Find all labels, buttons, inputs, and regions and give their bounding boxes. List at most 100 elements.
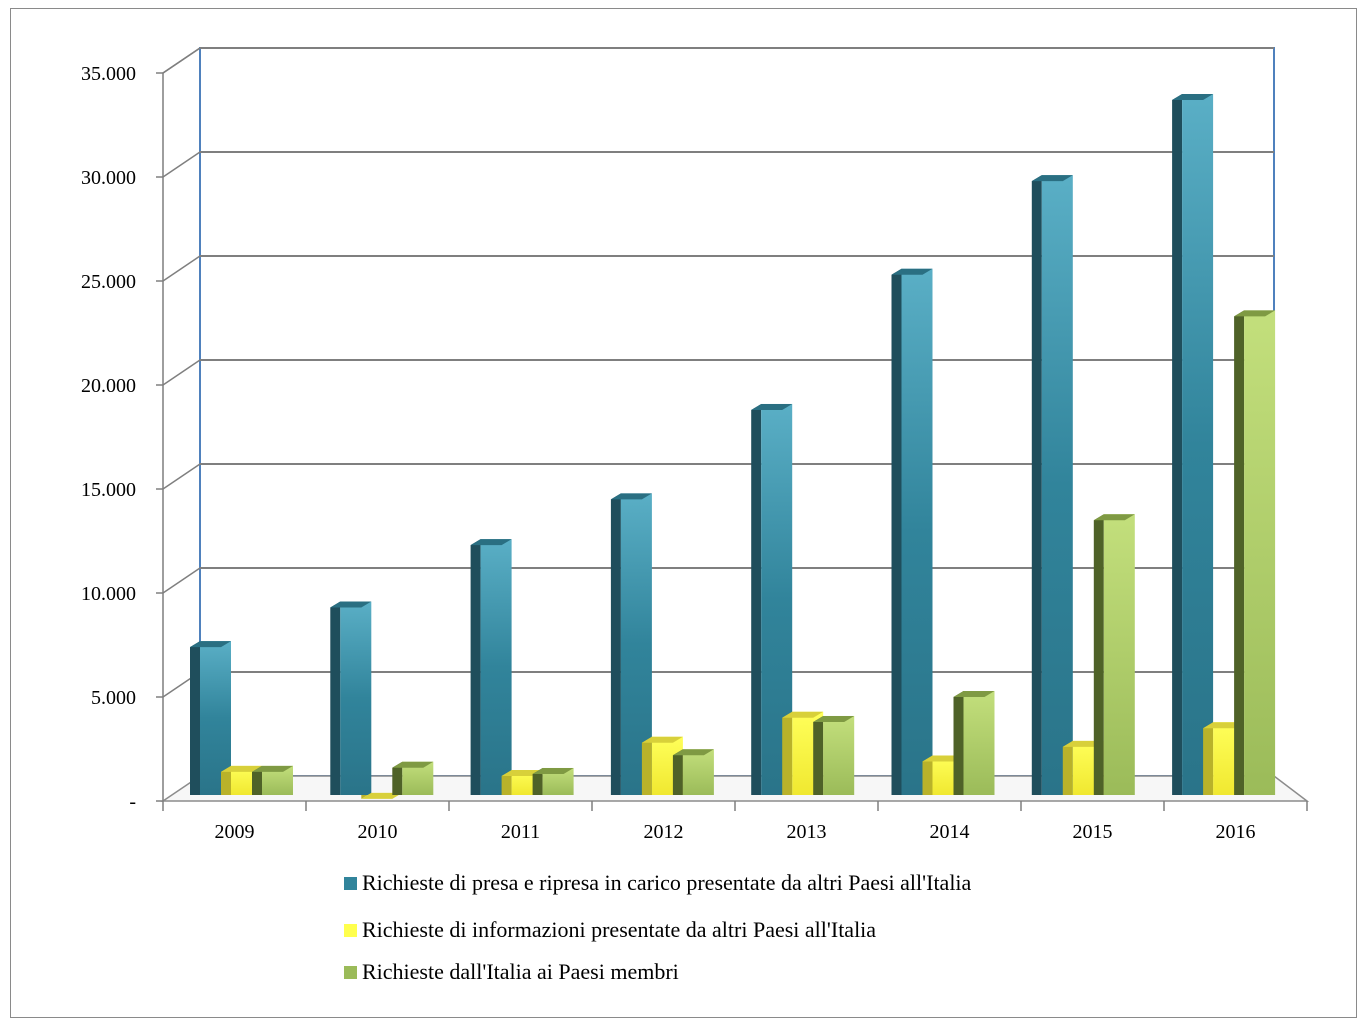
bar-side [470, 539, 481, 795]
y-tick-label: 10.000 [81, 583, 136, 605]
bar [330, 601, 372, 795]
bar-side [782, 711, 793, 795]
bar-top [252, 765, 293, 772]
bar-top [1093, 514, 1135, 521]
y-tick-label: 15.000 [81, 479, 136, 501]
bar-top [782, 711, 824, 718]
bar-side [672, 749, 683, 795]
bar [361, 792, 403, 799]
bar [1234, 310, 1276, 795]
x-tick-label: 2011 [501, 821, 540, 843]
legend-swatch [344, 877, 357, 890]
gridline-side [162, 255, 201, 282]
bar-top [641, 736, 683, 743]
bar-side [610, 493, 621, 795]
bar-top [672, 749, 714, 756]
bar-side [641, 736, 652, 795]
bar-side [330, 601, 341, 795]
y-tick-label: - [129, 791, 136, 813]
tick-labels: - 5.000 10.000 15.000 20.000 25.000 30.000 35.0… [81, 63, 1256, 843]
bar-side [1062, 740, 1073, 795]
bar-top [1172, 94, 1214, 101]
bar-front [963, 691, 995, 795]
bar [470, 539, 512, 795]
bar [1172, 94, 1214, 796]
legend-label: Richieste dall'Italia ai Paesi membri [362, 959, 679, 984]
bar-front [1103, 514, 1135, 795]
bar-side [1203, 722, 1214, 795]
bar-top [221, 765, 262, 772]
bar-side [221, 765, 231, 795]
bar [891, 268, 933, 795]
y-tick-label: 30.000 [81, 167, 136, 189]
bar-top [813, 715, 855, 722]
bar-top [1234, 310, 1276, 317]
x-tick-label: 2009 [215, 821, 255, 843]
bar-side [532, 767, 543, 795]
bar-front [340, 601, 372, 795]
x-tick-label: 2013 [787, 821, 827, 843]
bar [1031, 175, 1073, 795]
bar-top [361, 792, 403, 799]
bar-top [1203, 722, 1245, 729]
bar-side [953, 691, 964, 795]
bar-top [922, 755, 964, 762]
bar-top [501, 770, 543, 777]
bar-side [1093, 514, 1104, 795]
bar-front [682, 749, 714, 795]
bar-side [891, 268, 902, 795]
x-tick-label: 2014 [930, 821, 970, 843]
bar [1093, 514, 1135, 795]
y-tick-label: 20.000 [81, 375, 136, 397]
bar-front [901, 268, 933, 795]
bar [672, 749, 714, 795]
bar-side [392, 761, 403, 795]
x-tick-label: 2012 [644, 821, 684, 843]
bar-front [1041, 175, 1073, 795]
bar-top [953, 691, 995, 697]
bar-top [532, 767, 574, 774]
bar [252, 765, 293, 795]
bar-top [751, 403, 793, 410]
y-tick-label: 5.000 [91, 687, 136, 709]
legend-swatch [344, 966, 357, 979]
gridline-side [162, 151, 201, 178]
legend: Richieste di presa e ripresa in carico p… [344, 870, 972, 984]
gridline-side [162, 47, 201, 74]
bar-top [392, 761, 434, 768]
bar-front [1182, 94, 1214, 796]
legend-label: Richieste di informazioni presentate da … [362, 917, 876, 942]
gridline-side [162, 567, 201, 594]
bar-side [1234, 310, 1245, 795]
bar-side [252, 765, 262, 795]
bar-front [480, 539, 512, 795]
bar [392, 761, 434, 795]
bar-top [470, 539, 512, 546]
bar-side [751, 403, 762, 795]
gridline-side [162, 359, 201, 386]
bar-front [1244, 310, 1276, 795]
bar-side [501, 770, 512, 795]
bar-side [190, 641, 200, 795]
bar-top [610, 493, 652, 500]
y-tick-label: 25.000 [81, 271, 136, 293]
bar-top [190, 641, 231, 648]
legend-swatch [344, 924, 357, 937]
x-tick-label: 2010 [358, 821, 398, 843]
bar [641, 736, 683, 795]
bar [532, 767, 574, 795]
bar-front [823, 715, 855, 795]
bars [190, 94, 1276, 799]
x-tick-label: 2016 [1216, 821, 1256, 843]
bar-side [1172, 94, 1183, 796]
x-tick-label: 2015 [1073, 821, 1113, 843]
bar [953, 691, 995, 795]
bar-top [330, 601, 372, 608]
bar [813, 715, 855, 795]
bar-side [813, 715, 824, 795]
bar-top [891, 268, 933, 275]
bar-side [922, 755, 933, 795]
legend-label: Richieste di presa e ripresa in carico p… [362, 870, 972, 895]
bar-top [1031, 175, 1073, 182]
